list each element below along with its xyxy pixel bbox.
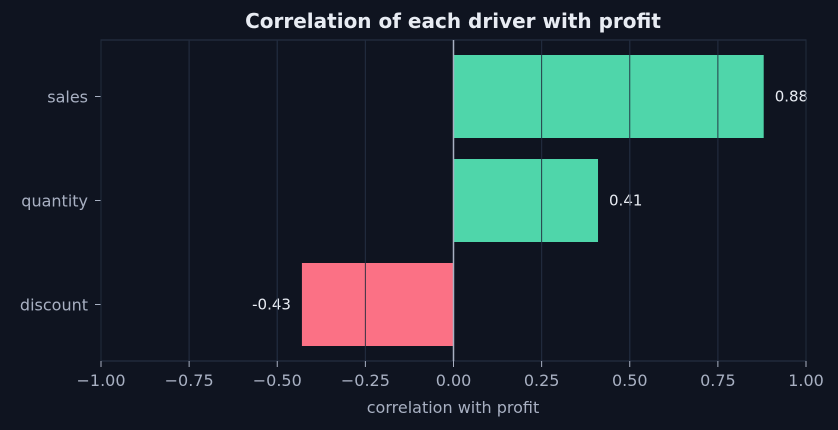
bars bbox=[301, 55, 764, 346]
data-label: -0.43 bbox=[252, 296, 291, 314]
axes: −1.00 −0.75 −0.50 −0.25 0.00 0.25 0.50 0.75 1.00… bbox=[20, 88, 824, 391]
y-tick-label: quantity bbox=[21, 192, 88, 211]
x-tick-label: 0.75 bbox=[700, 371, 736, 390]
x-tick-label: 0.50 bbox=[612, 371, 648, 390]
x-tick-label: 1.00 bbox=[788, 371, 824, 390]
data-label: 0.41 bbox=[609, 192, 642, 210]
bar-quantity bbox=[453, 159, 599, 242]
bar-discount bbox=[301, 263, 454, 346]
x-tick-label: 0.00 bbox=[436, 371, 472, 390]
x-tick-label: −0.50 bbox=[253, 371, 302, 390]
chart-title: Correlation of each driver with profit bbox=[245, 9, 661, 33]
x-axis-title: correlation with profit bbox=[367, 398, 540, 417]
x-tick-label: 0.25 bbox=[524, 371, 560, 390]
y-tick-label: sales bbox=[47, 88, 88, 107]
x-tick-label: −1.00 bbox=[76, 371, 125, 390]
data-labels: 0.88 0.41 -0.43 bbox=[100, 40, 808, 361]
y-tick-label: discount bbox=[20, 296, 88, 315]
x-tick-label: −0.25 bbox=[341, 371, 390, 390]
bar-sales bbox=[453, 55, 764, 138]
x-tick-label: −0.75 bbox=[165, 371, 214, 390]
data-label: 0.88 bbox=[775, 88, 808, 106]
